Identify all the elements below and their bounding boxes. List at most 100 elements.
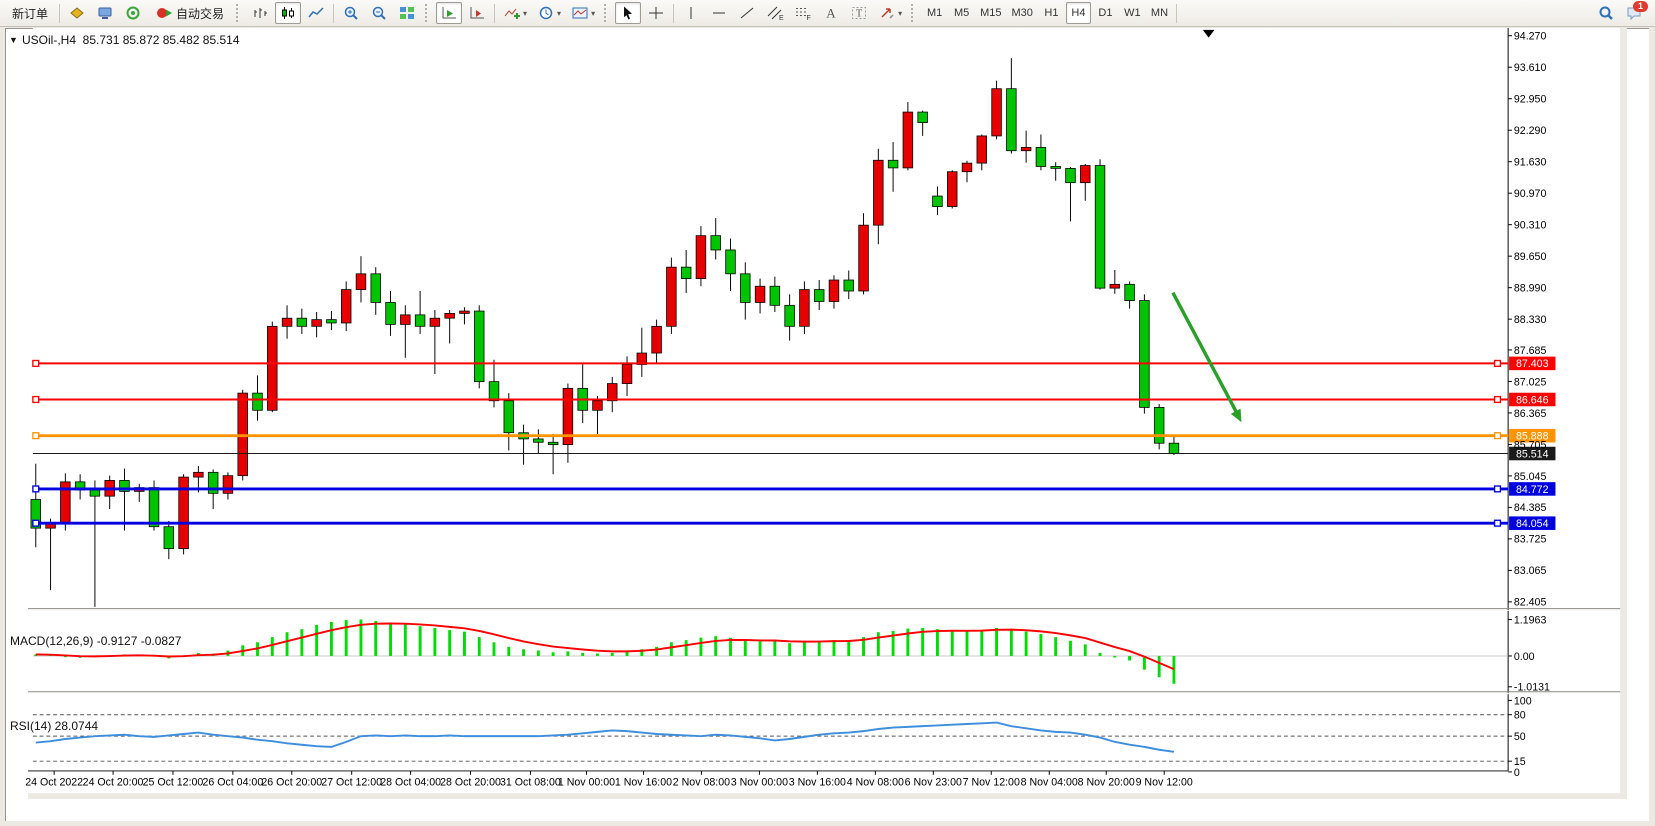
candle[interactable] xyxy=(991,88,1002,137)
candle[interactable] xyxy=(326,319,337,324)
candle[interactable] xyxy=(370,273,381,303)
trendline-button[interactable] xyxy=(734,2,760,24)
auto-scroll-button[interactable] xyxy=(436,2,463,24)
search-button[interactable] xyxy=(1593,2,1619,24)
candle[interactable] xyxy=(562,387,574,446)
periods-button[interactable]: ▾ xyxy=(533,2,565,24)
candle[interactable] xyxy=(148,487,160,528)
text-label-button[interactable]: T xyxy=(846,2,872,24)
candlestick-chart-button[interactable] xyxy=(275,2,302,24)
candle[interactable] xyxy=(784,304,795,327)
candle[interactable] xyxy=(769,285,781,306)
tab-timeframe-H4[interactable]: H4 xyxy=(1065,2,1091,24)
candle[interactable] xyxy=(917,111,928,123)
candle[interactable] xyxy=(400,314,411,325)
zoom-out-button[interactable] xyxy=(366,2,392,24)
candle[interactable] xyxy=(592,400,603,411)
tab-timeframe-M30[interactable]: M30 xyxy=(1008,2,1037,24)
candle[interactable] xyxy=(740,273,751,303)
notifications-button[interactable]: 1 xyxy=(1621,1,1648,24)
candle[interactable] xyxy=(695,235,707,279)
equidistant-channel-button[interactable]: E xyxy=(762,2,788,24)
chart-shift-marker-icon[interactable] xyxy=(1202,29,1215,38)
line-handle[interactable] xyxy=(32,359,40,367)
candle[interactable] xyxy=(414,314,426,327)
candle[interactable] xyxy=(267,325,278,411)
tab-timeframe-W1[interactable]: W1 xyxy=(1120,2,1145,24)
one-click-trading-toggle[interactable]: ▼ xyxy=(9,35,18,45)
line-handle[interactable] xyxy=(1493,485,1502,493)
zoom-in-button[interactable] xyxy=(338,2,364,24)
candle[interactable] xyxy=(89,489,101,497)
candle[interactable] xyxy=(444,313,455,319)
horizontal-line-button[interactable] xyxy=(706,2,732,24)
candle[interactable] xyxy=(1153,407,1165,444)
line-handle[interactable] xyxy=(1493,359,1502,367)
candle[interactable] xyxy=(710,235,721,251)
candle[interactable] xyxy=(474,310,485,383)
bar-chart-button[interactable] xyxy=(247,2,273,24)
templates-button[interactable]: ▾ xyxy=(567,2,599,24)
candle[interactable] xyxy=(961,162,973,173)
new-order-button[interactable]: 新订单 xyxy=(5,2,55,24)
market-watch-button[interactable] xyxy=(64,2,90,24)
candle[interactable] xyxy=(1094,165,1106,289)
line-handle[interactable] xyxy=(1493,519,1502,527)
tab-timeframe-H1[interactable]: H1 xyxy=(1039,2,1064,24)
line-handle[interactable] xyxy=(1493,395,1502,404)
candle[interactable] xyxy=(887,159,899,169)
candle[interactable] xyxy=(858,224,869,292)
candle[interactable] xyxy=(547,441,559,446)
line-handle[interactable] xyxy=(32,485,40,493)
candle[interactable] xyxy=(1124,283,1135,301)
candle[interactable] xyxy=(281,317,293,327)
signals-button[interactable] xyxy=(120,2,146,24)
candle[interactable] xyxy=(976,135,988,164)
candle[interactable] xyxy=(385,302,396,325)
line-handle[interactable] xyxy=(32,432,40,440)
cursor-button[interactable] xyxy=(615,2,642,24)
candle[interactable] xyxy=(1065,167,1076,184)
candle[interactable] xyxy=(873,159,884,226)
candle[interactable] xyxy=(843,279,854,292)
candle[interactable] xyxy=(163,526,175,550)
tab-timeframe-MN[interactable]: MN xyxy=(1147,2,1172,24)
candle[interactable] xyxy=(1080,165,1091,184)
candle[interactable] xyxy=(932,195,943,207)
candle[interactable] xyxy=(119,480,130,492)
candle[interactable] xyxy=(296,317,308,327)
candle[interactable] xyxy=(207,471,219,494)
candle[interactable] xyxy=(902,111,914,169)
candle[interactable] xyxy=(488,381,500,402)
candle[interactable] xyxy=(725,249,736,275)
annotation-arrow[interactable] xyxy=(1171,291,1240,416)
candle[interactable] xyxy=(621,364,633,384)
candle[interactable] xyxy=(429,317,441,327)
candle[interactable] xyxy=(178,476,189,550)
candle[interactable] xyxy=(252,392,263,411)
tile-windows-button[interactable] xyxy=(394,2,420,24)
candle[interactable] xyxy=(1020,146,1032,152)
tab-timeframe-D1[interactable]: D1 xyxy=(1093,2,1118,24)
text-button[interactable]: A xyxy=(818,2,844,24)
candle[interactable] xyxy=(680,266,692,279)
candle[interactable] xyxy=(1168,442,1180,454)
candle[interactable] xyxy=(754,285,766,303)
candle[interactable] xyxy=(799,289,810,327)
candle[interactable] xyxy=(355,273,367,290)
tab-timeframe-M5[interactable]: M5 xyxy=(949,2,974,24)
candle[interactable] xyxy=(1006,88,1017,152)
candle[interactable] xyxy=(1035,146,1047,167)
candle[interactable] xyxy=(813,289,825,302)
candle[interactable] xyxy=(503,400,515,434)
price-chart[interactable]: 87.403 86.646 85.888 85.514 84.772 84.054 94.2… xyxy=(0,28,1655,826)
candle[interactable] xyxy=(666,266,677,327)
candle[interactable] xyxy=(828,279,840,302)
candle[interactable] xyxy=(30,499,41,529)
line-handle[interactable] xyxy=(1493,432,1502,440)
candle[interactable] xyxy=(1109,283,1121,289)
candle[interactable] xyxy=(651,325,662,354)
chart-shift-button[interactable] xyxy=(464,2,490,24)
candle[interactable] xyxy=(607,383,618,402)
crosshair-button[interactable] xyxy=(643,2,669,24)
